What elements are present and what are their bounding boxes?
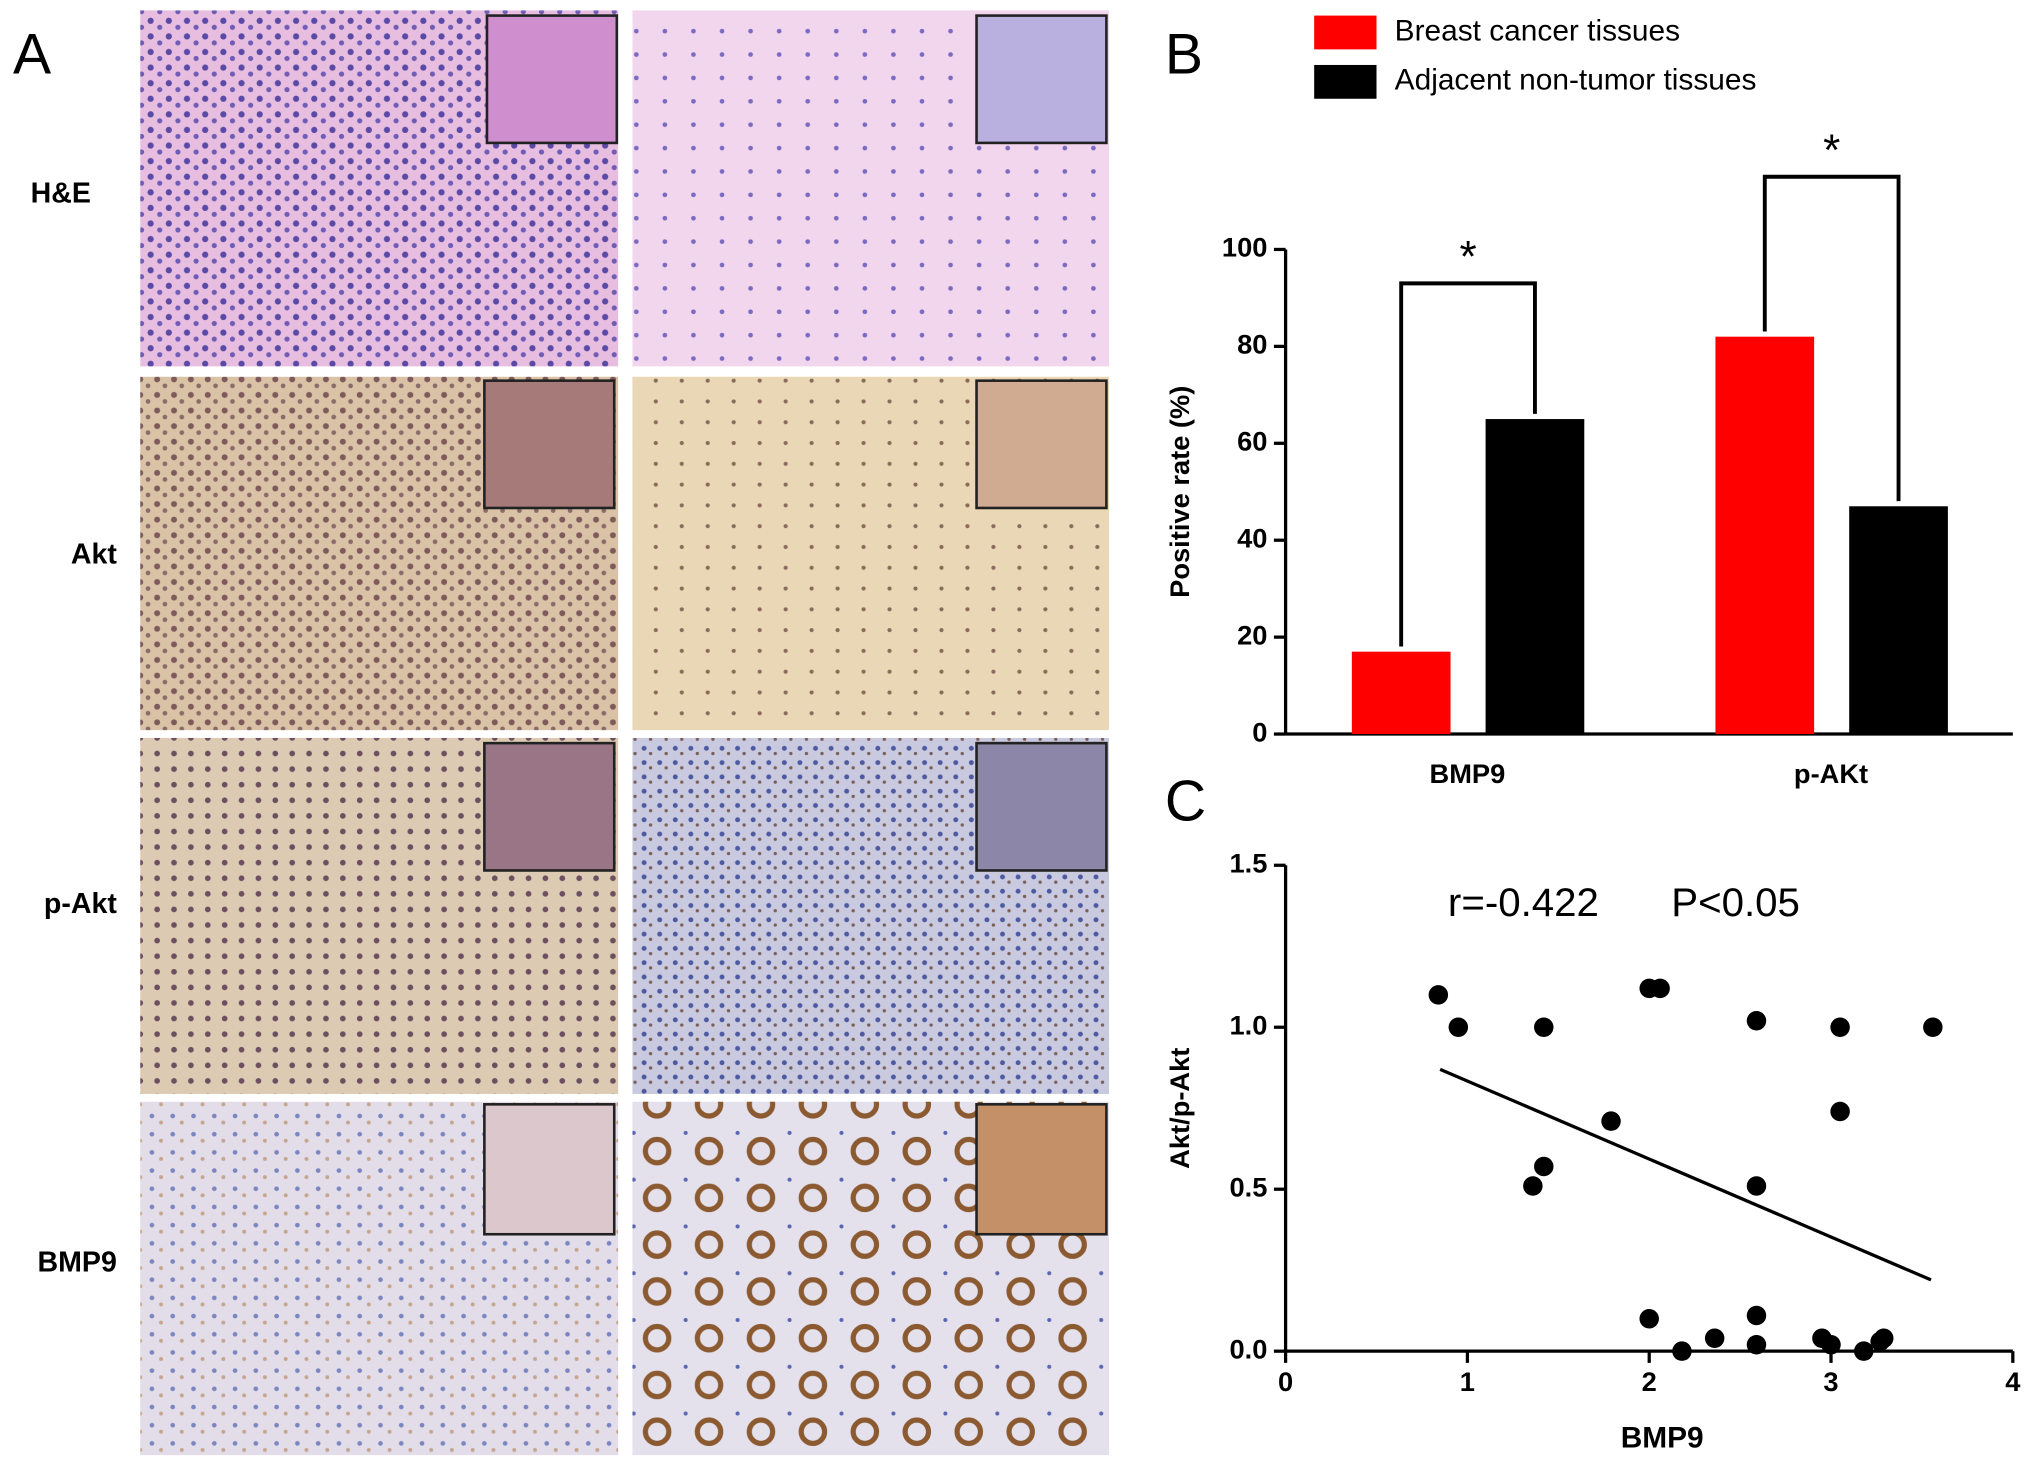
trend-line bbox=[1439, 1067, 1932, 1282]
scatter-point bbox=[1601, 1111, 1621, 1131]
scatter-point bbox=[1746, 1176, 1767, 1196]
x-tick-label: BMP9 bbox=[1430, 758, 1506, 789]
scatter-point bbox=[1639, 1309, 1659, 1329]
y-tick-label: 20 bbox=[1237, 619, 1267, 650]
row-label: H&E bbox=[31, 177, 91, 209]
scatter-point bbox=[1650, 978, 1670, 999]
y-tick-label: 0.5 bbox=[1230, 1171, 1268, 1202]
scatter-point bbox=[1746, 1334, 1767, 1355]
legend-swatch bbox=[1314, 64, 1377, 99]
y-tick-label: 80 bbox=[1237, 329, 1267, 360]
scatter-point bbox=[1428, 985, 1449, 1005]
row-label: p-Akt bbox=[44, 888, 117, 920]
scatter-point bbox=[1523, 1176, 1543, 1196]
scatter-point bbox=[1830, 1101, 1850, 1122]
row-label: BMP9 bbox=[38, 1247, 117, 1279]
x-tick-label: 1 bbox=[1460, 1366, 1475, 1397]
bar bbox=[1715, 336, 1815, 735]
y-tick-label: 1.5 bbox=[1230, 847, 1268, 878]
scatter-point bbox=[1746, 1305, 1767, 1326]
x-tick-label: 2 bbox=[1642, 1366, 1657, 1397]
y-tick-label: 60 bbox=[1237, 425, 1267, 456]
y-tick-label: 100 bbox=[1222, 232, 1267, 263]
scatter-point bbox=[1448, 1017, 1469, 1037]
row-label: Akt bbox=[71, 539, 118, 571]
legend-label: Adjacent non-tumor tissues bbox=[1395, 64, 1757, 97]
scatter-point bbox=[1923, 1017, 1943, 1037]
bar bbox=[1485, 419, 1585, 735]
x-tick-label: p-AKt bbox=[1794, 758, 1868, 789]
bar bbox=[1849, 506, 1948, 735]
x-tick-label: 3 bbox=[1823, 1366, 1838, 1397]
inset bbox=[975, 1103, 1108, 1236]
inset bbox=[485, 14, 619, 145]
y-axis-label: Akt/p-Akt bbox=[1164, 1048, 1195, 1169]
inset bbox=[483, 741, 616, 872]
legend-swatch bbox=[1314, 15, 1377, 50]
annotation: r=-0.422 bbox=[1448, 880, 1599, 925]
y-tick-label: 40 bbox=[1237, 522, 1267, 553]
significance-label: * bbox=[1459, 233, 1476, 282]
inset bbox=[483, 379, 616, 510]
legend-label: Breast cancer tissues bbox=[1395, 14, 1680, 47]
x-tick-label: 4 bbox=[2005, 1366, 2021, 1397]
y-axis-label: Positive rate (%) bbox=[1164, 386, 1195, 598]
scatter-point bbox=[1854, 1341, 1874, 1361]
inset bbox=[975, 379, 1108, 510]
scatter-point bbox=[1874, 1328, 1894, 1348]
inset bbox=[975, 741, 1108, 872]
scatter-point bbox=[1534, 1156, 1554, 1177]
inset bbox=[483, 1103, 616, 1236]
panel-label: A bbox=[13, 23, 51, 87]
histology-panel: H&E Akt p-Akt BMP9 bbox=[31, 10, 1109, 1456]
x-tick-label: 0 bbox=[1278, 1366, 1293, 1397]
x-axis-label: BMP9 bbox=[1621, 1421, 1704, 1454]
inset bbox=[975, 14, 1108, 145]
scatter-point bbox=[1746, 1011, 1767, 1031]
scatter-point bbox=[1534, 1017, 1554, 1037]
scatter-point bbox=[1821, 1334, 1841, 1355]
annotation: P<0.05 bbox=[1671, 880, 1800, 925]
y-tick-label: 0.0 bbox=[1230, 1333, 1268, 1364]
scatter-point bbox=[1672, 1341, 1692, 1361]
scatter-point bbox=[1830, 1017, 1850, 1037]
bar bbox=[1351, 651, 1451, 735]
scatter-point bbox=[1704, 1328, 1725, 1348]
significance-bracket bbox=[1399, 281, 1537, 647]
panel-label: B bbox=[1165, 23, 1203, 87]
panel-label: C bbox=[1165, 770, 1206, 834]
significance-label: * bbox=[1823, 126, 1840, 175]
y-tick-label: 1.0 bbox=[1230, 1009, 1268, 1040]
y-tick-label: 0 bbox=[1252, 716, 1267, 747]
significance-bracket bbox=[1762, 174, 1901, 502]
